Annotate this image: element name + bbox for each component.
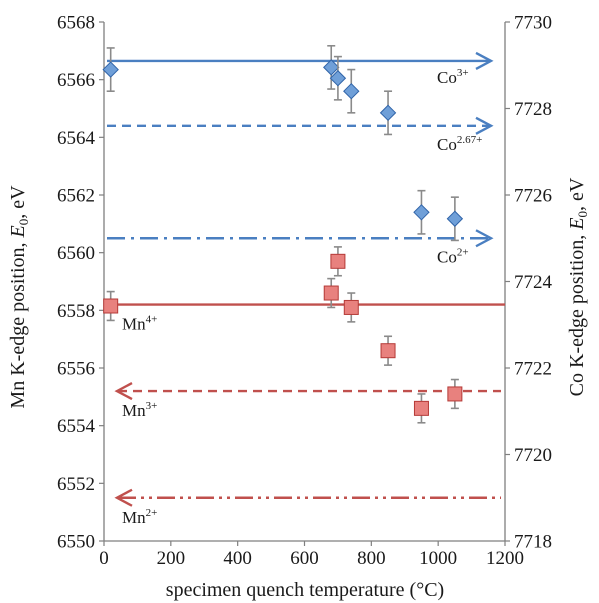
ref-label-mn2-: Mn2+ xyxy=(122,507,157,527)
y-right-suffix: , eV xyxy=(566,177,588,211)
mn-data-point xyxy=(447,386,463,402)
y-left-tick-label: 6552 xyxy=(57,474,95,495)
mn-data-point xyxy=(330,253,346,269)
y-left-tick-label: 6560 xyxy=(57,243,95,264)
arrow-right-icon xyxy=(475,116,494,135)
x-axis-title: specimen quench temperature (°C) xyxy=(166,579,444,601)
arrow-right-icon xyxy=(475,51,494,70)
ref-label-mn3-: Mn3+ xyxy=(122,400,157,420)
y-axis-right-title: Co K-edge position, E0, eV xyxy=(566,177,590,396)
y-left-tick-label: 6558 xyxy=(57,301,95,322)
mn-data-point xyxy=(323,285,339,301)
co-data-point xyxy=(102,61,119,78)
x-tick-label: 200 xyxy=(157,548,186,569)
co-data-point xyxy=(323,59,340,76)
reference-lines: Co3+ Co2.67+ Co2+ Mn4+ Mn3+ Mn2+ xyxy=(104,51,505,527)
y-left-tick-label: 6562 xyxy=(57,186,95,207)
x-tick-label: 800 xyxy=(357,548,386,569)
y-left-prefix: Mn K-edge position, xyxy=(7,237,29,408)
co-data-point xyxy=(446,210,464,227)
x-tick-label: 1200 xyxy=(486,548,524,569)
x-tick-label: 600 xyxy=(290,548,319,569)
y-right-italic: E xyxy=(566,217,588,230)
ref-label-co2-67-: Co2.67+ xyxy=(437,134,482,154)
y-left-tick-label: 6550 xyxy=(57,532,95,553)
y-right-prefix: Co K-edge position, xyxy=(566,230,588,397)
axes xyxy=(99,21,510,546)
arrow-left-icon xyxy=(114,382,133,401)
y-left-suffix: , eV xyxy=(7,185,29,219)
ref-label-co2-: Co2+ xyxy=(437,246,469,266)
mn-data-point xyxy=(103,298,119,314)
arrow-right-icon xyxy=(475,229,494,248)
ref-label-co3-: Co3+ xyxy=(437,67,469,87)
y-right-tick-label: 7718 xyxy=(514,532,552,553)
mn-data-point xyxy=(380,343,396,359)
mn-data-point xyxy=(413,400,429,416)
co-data-point xyxy=(379,104,397,122)
y-right-tick-label: 7724 xyxy=(514,272,553,293)
ref-label-mn4-: Mn4+ xyxy=(122,314,157,334)
y-left-tick-label: 6554 xyxy=(57,416,96,437)
co-data-point xyxy=(343,82,360,100)
y-right-tick-label: 7722 xyxy=(514,359,552,380)
y-left-tick-label: 6556 xyxy=(57,359,95,380)
y-right-tick-label: 7720 xyxy=(514,445,552,466)
co-data-point xyxy=(329,70,347,87)
y-axis-left-title: Mn K-edge position, E0, eV xyxy=(7,185,31,409)
x-tick-label: 1000 xyxy=(419,548,457,569)
y-right-tick-label: 7726 xyxy=(514,186,552,207)
data-points xyxy=(102,44,464,424)
tick-labels: 0 200 400 600 800 1000 1200 6550 6552 6554 6556 655… xyxy=(57,13,553,570)
y-right-sub: 0 xyxy=(575,211,590,218)
y-left-sub: 0 xyxy=(16,219,31,226)
x-tick-label: 0 xyxy=(99,548,109,569)
y-left-tick-label: 6566 xyxy=(57,70,95,91)
y-left-italic: E xyxy=(7,225,29,238)
co-data-point xyxy=(413,204,430,221)
arrow-left-icon xyxy=(114,488,133,507)
y-right-tick-label: 7728 xyxy=(514,99,552,120)
y-left-tick-label: 6564 xyxy=(57,128,96,149)
mn-data-point xyxy=(343,299,359,315)
x-tick-label: 400 xyxy=(223,548,252,569)
y-right-tick-label: 7730 xyxy=(514,13,552,34)
y-left-tick-label: 6568 xyxy=(57,13,95,34)
